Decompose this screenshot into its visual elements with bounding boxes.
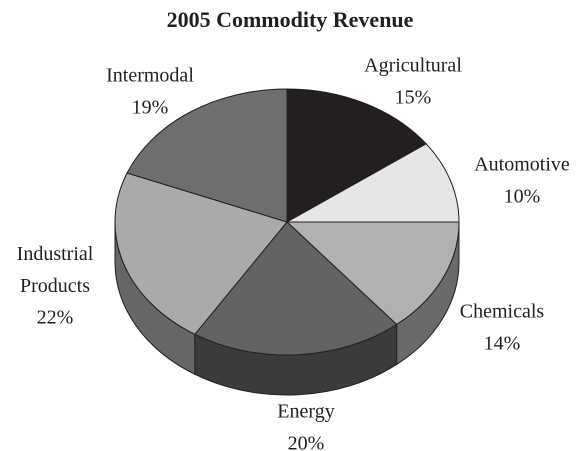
slice <box>126 88 288 223</box>
slice-label: Automotive <box>474 154 570 176</box>
slice <box>285 221 460 326</box>
slice-value-label: 20% <box>288 433 325 451</box>
slice-value-label: 22% <box>37 307 74 329</box>
slice <box>194 221 398 356</box>
slice-label: Chemicals <box>460 301 545 323</box>
slice-value-label: 19% <box>132 97 169 119</box>
slice-value-label: 14% <box>484 333 521 355</box>
slice-label: Intermodal <box>106 65 194 87</box>
slice <box>286 88 427 223</box>
slice-value-label: 10% <box>504 186 541 208</box>
slice-value-label: 15% <box>395 87 432 109</box>
slice <box>285 143 460 223</box>
slice <box>114 172 288 335</box>
slice-label: Industrial Products <box>17 243 94 297</box>
slice-label: Energy <box>277 401 334 423</box>
slice-label: Agricultural <box>364 55 462 77</box>
chart-title: 2005 Commodity Revenue <box>167 7 414 32</box>
